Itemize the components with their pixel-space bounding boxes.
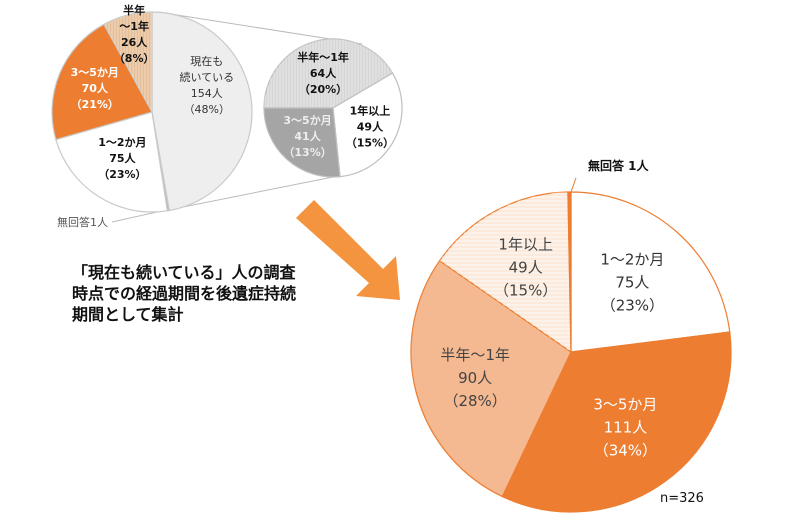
slice-label: 半年～1年 <box>440 346 510 364</box>
note-line: 時点での経過期間を後遺症持続 <box>72 284 297 303</box>
slice-label: （15%） <box>494 282 557 300</box>
slice-hatch <box>264 38 393 108</box>
explanation-note: 「現在も続いている」人の調査 時点での経過期間を後遺症持続 期間として集計 <box>72 262 296 325</box>
slice-label: （13%） <box>283 146 331 159</box>
pie-slice <box>51 23 153 141</box>
slice-label: 111人 <box>604 418 648 436</box>
slice-label: 154人 <box>191 87 223 100</box>
slice-label: （15%） <box>346 137 394 150</box>
slice-label: 26人 <box>121 35 148 49</box>
slice-label: 現在も <box>190 55 223 68</box>
pie-aftereffect-duration: 1～2か月 75人 （23%） 3～5か月 111人 （34%） 半年～1年 90人 （28%）… <box>410 191 732 513</box>
slice-label: 49人 <box>357 120 384 134</box>
pie-overall: 現在も続いている 154人 （48%） 1～2か月 75人 （23%） 3～5か月 70人 （2… <box>51 3 253 213</box>
slice-label: 70人 <box>82 81 109 95</box>
note-line: 期間として集計 <box>72 305 184 324</box>
slice-label: 75人 <box>615 274 649 292</box>
pie-slice <box>55 111 169 213</box>
pie-continuing-breakdown: 半年～1年 64人 （20%）1年以上 49人 （15%） 3～5か月 41人 （13%） <box>263 38 403 178</box>
pie-slice <box>410 259 572 498</box>
slice-label: （8%） <box>114 52 155 65</box>
slice-label: 90人 <box>458 369 492 387</box>
pie-slice <box>263 107 341 178</box>
note-line: 「現在も続いている」人の調査 <box>72 263 296 282</box>
slice-label: （34%） <box>594 441 657 459</box>
slice-label: 1～2か月 <box>600 251 664 269</box>
connector-line <box>157 175 339 213</box>
slice-label: （23%） <box>98 168 146 181</box>
slice-label: （20%） <box>299 83 347 96</box>
slice-label: 3～5か月 <box>71 66 119 79</box>
arrow-icon <box>296 200 400 300</box>
no-answer-label: 無回答 1人 <box>588 158 650 173</box>
sample-size-label: n=326 <box>660 491 704 506</box>
slice-label: 3～5か月 <box>593 395 657 413</box>
slice-label: 1年以上 <box>350 104 391 118</box>
slice-label: 1年以上 <box>498 236 553 254</box>
slice-label: 半年～1年 <box>297 50 349 64</box>
slice-label: （48%） <box>184 103 230 116</box>
slice-label: ～1年 <box>119 19 149 33</box>
slice-label: 41人 <box>294 129 321 143</box>
slice-label: （23%） <box>601 297 664 315</box>
slice-hatch <box>439 192 571 352</box>
slice-label: （21%） <box>71 98 119 111</box>
slice-label: 1～2か月 <box>98 136 146 149</box>
slice-label: 半年 <box>123 3 145 17</box>
no-answer-label: 無回答1人 <box>57 215 108 229</box>
slice-label: 3～5か月 <box>283 114 331 127</box>
slice-label: 75人 <box>109 151 136 165</box>
slice-label: （28%） <box>443 392 506 410</box>
pie-slice <box>151 11 253 212</box>
slice-hatch <box>103 12 152 112</box>
leader-line <box>570 177 577 193</box>
slice-label: 49人 <box>509 259 543 277</box>
slice-label: 64人 <box>310 66 337 80</box>
slice-label: 続いている <box>179 70 234 84</box>
pie-slice <box>567 191 572 353</box>
leader-line <box>111 211 158 223</box>
pie-slice <box>332 72 403 178</box>
pie-slice <box>570 191 731 353</box>
